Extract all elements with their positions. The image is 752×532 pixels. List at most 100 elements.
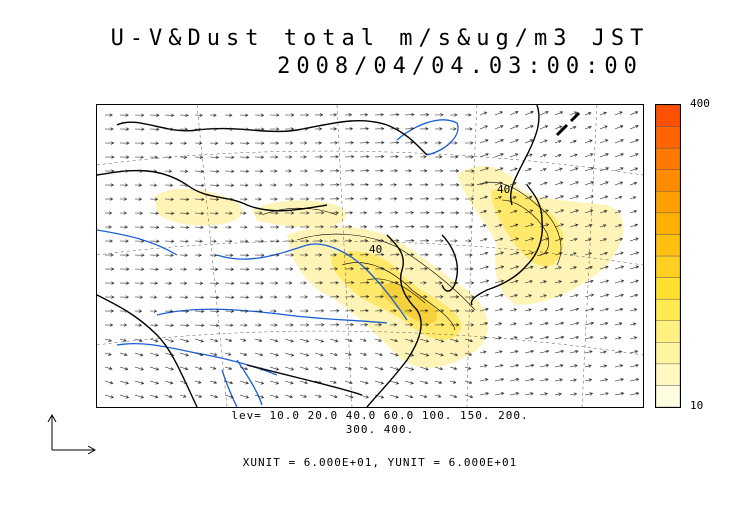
wind-vector [374, 211, 383, 215]
wind-vector [284, 253, 295, 257]
wind-vector [269, 253, 280, 257]
wind-vector [284, 141, 294, 145]
wind-vector [314, 141, 322, 145]
wind-vector [224, 197, 234, 201]
wind-vector [314, 267, 322, 271]
wind-vector [359, 295, 370, 299]
wind-vector [494, 350, 503, 354]
wind-vector [599, 251, 608, 256]
wind-vector [374, 266, 385, 271]
wind-vector [194, 183, 205, 188]
wind-vector [554, 307, 564, 312]
wind-vector [359, 113, 369, 117]
wind-vector [104, 155, 115, 159]
wind-vector [149, 267, 159, 271]
wind-vector [314, 352, 324, 357]
wind-vector [344, 295, 355, 299]
wind-vector [494, 251, 504, 256]
wind-vector [629, 167, 639, 172]
wind-vector [449, 380, 457, 384]
wind-vector [179, 113, 189, 117]
wind-vector [539, 349, 550, 354]
wind-vector [554, 321, 565, 326]
wind-vector [179, 323, 190, 328]
wind-vector [509, 139, 519, 144]
wind-vector [299, 267, 308, 271]
wind-vector [119, 197, 128, 201]
wind-vector [119, 394, 130, 399]
wind-vector [179, 169, 189, 173]
colorbar-swatch [655, 320, 681, 343]
wind-vector [524, 308, 532, 312]
wind-vector [359, 338, 367, 342]
wind-vector [599, 336, 608, 340]
wind-vector [269, 113, 280, 117]
wind-vector [329, 295, 340, 299]
wind-vector [449, 338, 459, 343]
wind-vector [539, 153, 547, 158]
wind-vector [284, 155, 293, 159]
wind-vector [209, 239, 217, 243]
wind-vector [569, 293, 579, 298]
wind-vector [359, 366, 368, 371]
wind-vector [539, 237, 550, 242]
wind-vector [449, 155, 459, 159]
wind-vector [209, 281, 220, 285]
wind-vector [524, 209, 534, 214]
wind-vector [434, 394, 442, 398]
wind-vector [239, 338, 247, 342]
wind-vector [194, 169, 205, 173]
wind-vector [209, 295, 220, 300]
wind-vector [509, 196, 517, 200]
wind-vector [404, 169, 412, 173]
wind-vector [569, 111, 578, 116]
contour-levels: lev= 10.0 20.0 40.0 60.0 100. 150. 200. [231, 409, 529, 422]
wind-vector [224, 394, 234, 399]
contour-label: 40 [497, 183, 510, 196]
wind-vector [554, 293, 563, 298]
wind-vector [149, 366, 160, 371]
wind-vector [239, 309, 249, 313]
wind-vector [479, 181, 489, 186]
wind-vector [299, 197, 310, 201]
wind-vector [359, 380, 369, 385]
wind-vector [209, 380, 218, 384]
wind-vector [224, 267, 235, 271]
coast-kuril [555, 111, 581, 137]
map-canvas: 40 40 [97, 105, 643, 407]
wind-vector [554, 209, 565, 214]
wind-vector [404, 141, 414, 145]
wind-vector [119, 127, 130, 131]
wind-vector [569, 279, 578, 284]
wind-vector [164, 253, 174, 257]
wind-vector [344, 155, 355, 159]
wind-vector [179, 352, 189, 357]
wind-vector [554, 153, 562, 158]
wind-vector [584, 125, 592, 130]
wind-vector [509, 279, 519, 284]
wind-vector [629, 223, 639, 228]
wind-vector [329, 352, 338, 357]
wind-vector [239, 281, 250, 285]
wind-vector [464, 169, 475, 173]
wind-vector [299, 253, 309, 257]
wind-vector [539, 308, 548, 312]
wind-vector [299, 309, 309, 313]
wind-vector [344, 225, 353, 229]
wind-vector [404, 281, 413, 285]
wind-vector [494, 153, 504, 158]
wind-vector [164, 183, 174, 187]
wind-vector [434, 141, 442, 145]
wind-vector [374, 352, 383, 357]
wind-vector [614, 293, 624, 298]
wind-vector [269, 295, 278, 299]
wind-vector [629, 153, 639, 158]
wind-vector [329, 155, 339, 159]
wind-vector [584, 195, 594, 200]
wind-vector [164, 394, 173, 399]
wind-vector [284, 127, 295, 131]
wind-vector [314, 253, 323, 257]
wind-vector [224, 183, 235, 187]
grid-line [466, 105, 478, 407]
wind-vector [149, 281, 159, 285]
